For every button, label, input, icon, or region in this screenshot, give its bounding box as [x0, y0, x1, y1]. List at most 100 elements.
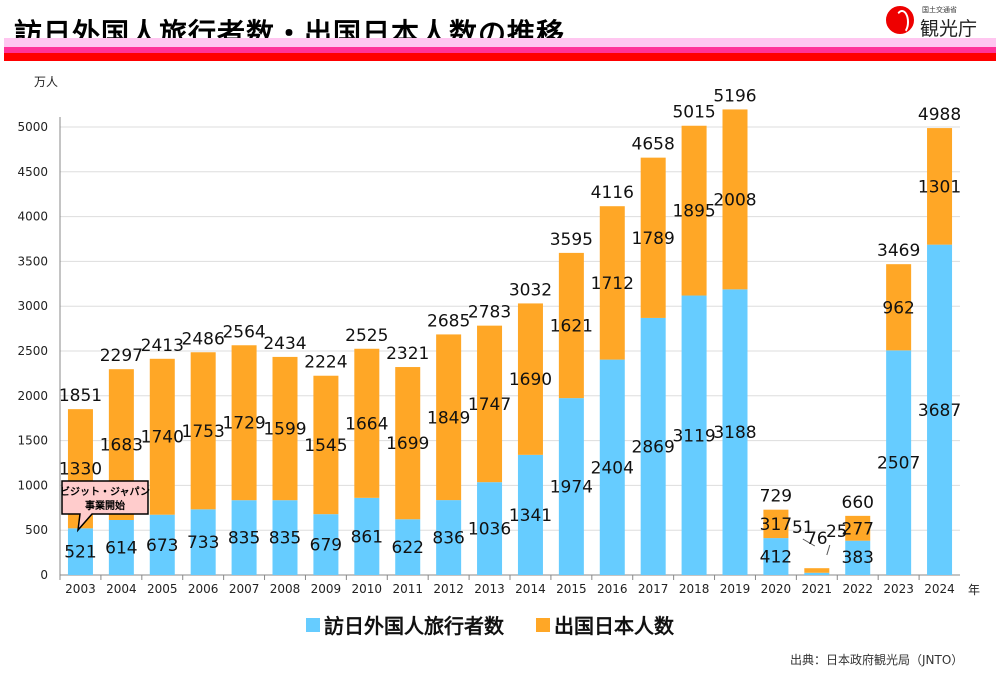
x-tick-label: 2003: [65, 582, 96, 596]
label-total: 76: [806, 529, 828, 549]
bar-visitors: [190, 509, 216, 575]
bar-visitors: [477, 482, 503, 575]
x-tick-label: 2019: [720, 582, 751, 596]
label-total: 2564: [222, 322, 265, 342]
bar-outbound: [395, 367, 421, 520]
bar-visitors: [558, 398, 584, 575]
label-outbound: 1545: [304, 436, 347, 456]
label-outbound: 1330: [59, 460, 102, 480]
y-tick-label: 2000: [17, 389, 48, 403]
label-total: 2297: [100, 346, 143, 366]
label-visitors: 412: [760, 548, 792, 568]
legend-swatch-visitors: [306, 618, 320, 632]
logo: 国土交通省 観光庁: [886, 4, 996, 40]
label-outbound: 1729: [222, 414, 265, 434]
label-total: 660: [842, 493, 874, 513]
leader-line: [802, 538, 816, 547]
bar-visitors: [681, 295, 707, 575]
bar-outbound: [640, 157, 666, 318]
x-tick-label: 2007: [229, 582, 260, 596]
source-note: 出典：日本政府観光局（JNTO）: [790, 653, 964, 667]
bar-visitors: [67, 528, 93, 575]
label-outbound: 1301: [918, 177, 961, 197]
x-tick-label: 2006: [188, 582, 219, 596]
x-tick-label: 2013: [474, 582, 505, 596]
logo-agency: 観光庁: [920, 18, 978, 40]
label-visitors: 679: [310, 536, 342, 556]
x-tick-label: 2005: [147, 582, 178, 596]
bar-visitors: [354, 497, 380, 575]
x-tick-label: 2011: [392, 582, 423, 596]
logo-mark-icon: [886, 6, 914, 34]
label-total: 2685: [427, 311, 470, 331]
label-total: 2321: [386, 344, 429, 364]
x-tick-label: 2015: [556, 582, 587, 596]
bar-visitors: [272, 500, 298, 575]
label-visitors: 673: [146, 536, 178, 556]
label-total: 5196: [713, 86, 756, 106]
bar-outbound: [722, 109, 748, 290]
header-band: [4, 38, 996, 47]
label-outbound: 1740: [141, 428, 184, 448]
label-visitors: 521: [64, 543, 96, 563]
x-tick-label: 2020: [761, 582, 792, 596]
label-visitors: 3188: [713, 423, 756, 443]
label-visitors: 836: [432, 529, 464, 549]
label-outbound: 1690: [509, 370, 552, 390]
bar-visitors: [436, 500, 462, 575]
label-total: 5015: [672, 103, 715, 123]
label-outbound: 962: [882, 298, 914, 318]
callout: ビジット・ジャパン 事業開始: [60, 480, 150, 533]
bar-visitors: [804, 572, 830, 575]
label-outbound: 277: [842, 519, 874, 539]
label-total: 2413: [141, 336, 184, 356]
x-tick-label: 2016: [597, 582, 628, 596]
label-outbound: 1699: [386, 434, 429, 454]
label-visitors: 733: [187, 533, 219, 553]
bar-visitors: [517, 454, 543, 575]
bar-outbound: [231, 345, 257, 501]
label-outbound: 1753: [182, 422, 225, 442]
label-total: 2434: [263, 334, 306, 354]
bar-outbound: [149, 358, 175, 515]
x-tick-label: 2023: [883, 582, 914, 596]
bar-visitors: [231, 500, 257, 575]
bar-outbound: [681, 125, 707, 296]
bar-visitors: [395, 519, 421, 575]
x-tick-label: 2010: [352, 582, 383, 596]
label-visitors: 1974: [550, 478, 593, 498]
bar-outbound: [272, 356, 298, 501]
label-visitors: 2869: [632, 437, 675, 457]
label-outbound: 1747: [468, 395, 511, 415]
bar-visitors: [149, 514, 175, 575]
y-tick-label: 5000: [17, 120, 48, 134]
bar-outbound: [354, 348, 380, 498]
label-total: 2224: [304, 353, 347, 373]
label-outbound: 1895: [672, 202, 715, 222]
label-total: 3469: [877, 241, 920, 261]
y-tick-label: 2500: [17, 344, 48, 358]
label-visitors: 1036: [468, 520, 511, 540]
x-tick-label: 2004: [106, 582, 137, 596]
x-tick-label: 2018: [679, 582, 710, 596]
bar-visitors: [108, 519, 134, 575]
label-outbound: 1683: [100, 436, 143, 456]
bar-visitors: [927, 244, 953, 575]
x-tick-label: 2012: [433, 582, 464, 596]
x-tick-label: 2022: [842, 582, 873, 596]
leader-line: [826, 544, 831, 556]
bar-visitors: [640, 317, 666, 575]
label-outbound: 2008: [713, 190, 756, 210]
bar-outbound: [313, 375, 339, 515]
bar-outbound: [436, 334, 462, 501]
label-visitors: 3687: [918, 401, 961, 421]
label-total: 2525: [345, 326, 388, 346]
label-outbound: 1712: [591, 274, 634, 294]
callout-line2: 事業開始: [85, 499, 125, 512]
bar-visitors: [313, 514, 339, 575]
label-total: 4988: [918, 105, 961, 125]
label-total: 4658: [632, 135, 675, 155]
callout-line1: ビジット・ジャパン: [60, 485, 150, 498]
label-visitors: 622: [392, 538, 424, 558]
